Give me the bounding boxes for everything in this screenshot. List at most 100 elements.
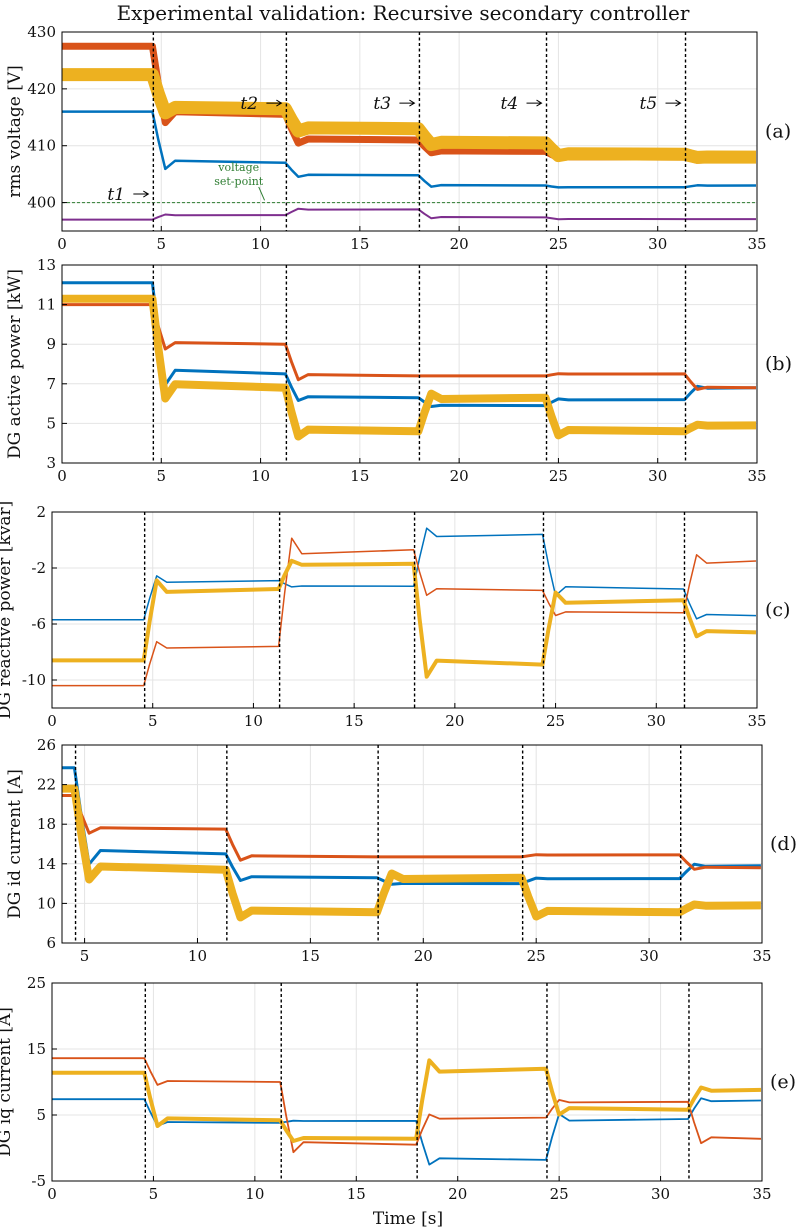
annotation-arrow — [133, 190, 150, 198]
x-tick-label: 10 — [251, 235, 270, 253]
x-tick-label: 35 — [752, 947, 771, 965]
y-tick-label: 9 — [46, 335, 56, 353]
y-axis-label: DG iq current [A] — [0, 1007, 15, 1157]
y-tick-label: 5 — [46, 414, 56, 432]
annotation-t5: t5 — [640, 94, 658, 114]
y-tick-label: -2 — [31, 559, 46, 577]
figure-title: Experimental validation: Recursive secon… — [117, 1, 690, 25]
series-dg2 — [52, 537, 757, 687]
x-tick-label: 0 — [47, 712, 57, 730]
annotation-arrow — [399, 99, 416, 107]
axes-frame — [61, 264, 758, 464]
x-tick-label: 30 — [651, 1185, 670, 1203]
y-tick-label: 25 — [27, 974, 46, 992]
annotation-t1: t1 — [107, 185, 125, 205]
x-tick-label: 15 — [345, 712, 364, 730]
y-tick-label: 13 — [37, 256, 56, 274]
y-tick-label: 420 — [27, 80, 56, 98]
setpoint-label-1: voltage — [217, 161, 259, 174]
x-tick-label: 10 — [244, 712, 263, 730]
y-axis-label: DG active power [kW] — [5, 269, 25, 459]
axes-frame — [61, 31, 758, 232]
y-tick-label: 400 — [27, 194, 56, 212]
series-dg3 — [62, 294, 757, 441]
series-dg1 — [52, 527, 757, 621]
annotation-arrow — [665, 99, 682, 107]
series-dg3 — [62, 68, 757, 164]
y-tick-label: 410 — [27, 137, 56, 155]
x-tick-label: 20 — [445, 712, 464, 730]
y-tick-label: 3 — [46, 454, 56, 472]
y-tick-label: 2 — [36, 503, 46, 521]
series-dg2 — [52, 1057, 762, 1154]
x-tick-label: 5 — [157, 467, 167, 485]
y-tick-label: 22 — [37, 776, 56, 794]
x-tick-label: 0 — [57, 467, 67, 485]
panel-letter: (d) — [770, 833, 797, 855]
annotation-t4: t4 — [501, 94, 519, 114]
series-dg2 — [62, 303, 757, 391]
x-tick-label: 10 — [251, 467, 270, 485]
y-tick-label: 6 — [46, 934, 56, 952]
x-tick-label: 5 — [80, 947, 90, 965]
x-axis-label: Time [s] — [373, 1209, 443, 1229]
y-tick-label: 18 — [37, 815, 56, 833]
annotation-arrow — [266, 99, 283, 107]
axes-frame — [51, 511, 758, 709]
x-tick-label: 20 — [448, 1185, 467, 1203]
y-tick-label: 7 — [46, 375, 56, 393]
x-tick-label: 15 — [350, 467, 369, 485]
x-tick-label: 5 — [157, 235, 167, 253]
y-tick-label: 11 — [37, 296, 56, 314]
x-tick-label: 30 — [640, 947, 659, 965]
panel-letter: (b) — [765, 353, 792, 375]
x-tick-label: 25 — [527, 947, 546, 965]
y-tick-label: 430 — [27, 23, 56, 41]
x-tick-label: 30 — [648, 467, 667, 485]
series-dg1 — [62, 110, 757, 189]
series-dg3 — [52, 558, 757, 679]
y-tick-label: 15 — [27, 1040, 46, 1058]
axes-frame — [61, 744, 763, 944]
panel-letter: (e) — [770, 1071, 796, 1093]
x-tick-label: 25 — [549, 467, 568, 485]
y-tick-label: 14 — [37, 855, 56, 873]
x-tick-label: 35 — [752, 1185, 771, 1203]
x-tick-label: 35 — [747, 712, 766, 730]
y-tick-label: -5 — [31, 1172, 46, 1190]
panel-d: 5 10 15 20 25 30 35 6 10 14 18 22 26 DG id current [A… — [5, 736, 797, 965]
y-tick-label: 10 — [37, 894, 56, 912]
y-tick-label: 26 — [37, 736, 56, 754]
setpoint-label-2: set-point — [214, 175, 264, 188]
y-tick-label: -6 — [31, 615, 46, 633]
x-tick-label: 0 — [57, 235, 67, 253]
x-tick-label: 25 — [546, 712, 565, 730]
x-tick-label: 5 — [149, 1185, 159, 1203]
panel-c: 0 5 10 15 20 25 30 35 -10 -6 -2 2 DG reactive power … — [0, 501, 790, 730]
series-dg3 — [52, 1058, 762, 1143]
x-tick-label: 5 — [148, 712, 158, 730]
y-axis-label: rms voltage [V] — [5, 65, 25, 198]
y-axis-label: DG id current [A] — [5, 769, 25, 919]
x-tick-label: 30 — [647, 712, 666, 730]
panel-letter: (a) — [765, 121, 791, 143]
panel-a: 0 5 10 15 20 25 30 35 400 410 420 430 rms voltage [V… — [5, 23, 791, 253]
x-tick-label: 20 — [450, 235, 469, 253]
y-tick-label: -10 — [22, 671, 46, 689]
x-tick-label: 35 — [747, 467, 766, 485]
series-dg4 — [62, 207, 756, 221]
x-tick-label: 15 — [301, 947, 320, 965]
x-tick-label: 25 — [550, 1185, 569, 1203]
x-tick-label: 30 — [648, 235, 667, 253]
x-tick-label: 15 — [350, 235, 369, 253]
series-dg2 — [62, 794, 761, 871]
y-axis-label: DG reactive power [kvar] — [0, 501, 15, 720]
setpoint-pointer — [258, 186, 266, 201]
x-tick-label: 10 — [188, 947, 207, 965]
x-tick-label: 0 — [47, 1185, 57, 1203]
x-tick-label: 25 — [549, 235, 568, 253]
x-tick-label: 20 — [414, 947, 433, 965]
annotation-t3: t3 — [373, 94, 391, 114]
